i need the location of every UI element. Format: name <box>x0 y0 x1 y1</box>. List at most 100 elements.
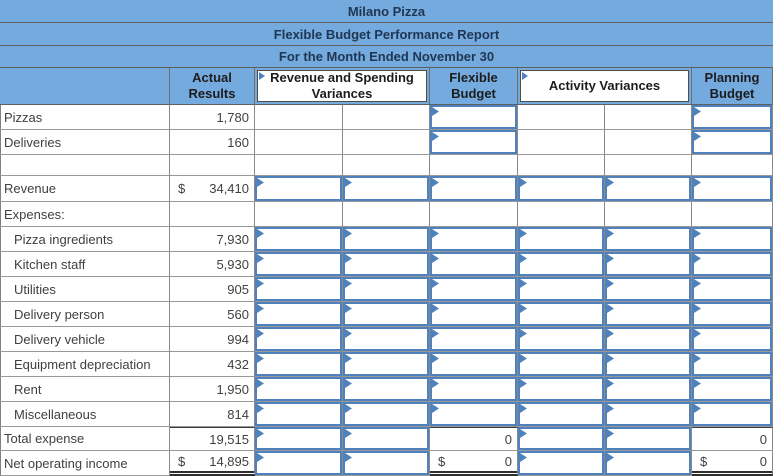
answer-input-rsv1-miscellaneous[interactable] <box>255 402 343 427</box>
answer-flag-icon <box>432 279 439 288</box>
answer-input-av1-total-expense[interactable] <box>518 427 605 451</box>
answer-input-rsv1-kitchen-staff[interactable] <box>255 252 343 277</box>
answer-input-flexible-delivery-person[interactable] <box>430 302 518 327</box>
row-label-blank <box>0 155 170 176</box>
answer-input-flexible-delivery-vehicle[interactable] <box>430 327 518 352</box>
answer-input-planning-rent[interactable] <box>692 377 773 402</box>
answer-input-rsv1-delivery-person[interactable] <box>255 302 343 327</box>
answer-flag-icon <box>522 72 528 80</box>
answer-input-av1-equipment-depreciation[interactable] <box>518 352 605 377</box>
answer-input-planning-delivery-person[interactable] <box>692 302 773 327</box>
answer-input-flexible-pizza-ingredients[interactable] <box>430 227 518 252</box>
answer-input-planning-kitchen-staff[interactable] <box>692 252 773 277</box>
answer-input-flexible-revenue[interactable] <box>430 176 518 202</box>
answer-input-av2-equipment-depreciation[interactable] <box>605 352 692 377</box>
answer-input-av1-kitchen-staff[interactable] <box>518 252 605 277</box>
row-label-total-expense: Total expense <box>0 427 170 451</box>
answer-flag-icon <box>257 404 264 413</box>
currency-symbol: $ <box>438 453 446 469</box>
answer-input-planning-utilities[interactable] <box>692 277 773 302</box>
answer-input-rsv1-net-operating-income[interactable] <box>255 451 343 476</box>
col-header-rsv-label: Revenue and Spending Variances <box>270 70 414 101</box>
answer-flag-icon <box>607 329 614 338</box>
answer-input-flexible-miscellaneous[interactable] <box>430 402 518 427</box>
answer-input-planning-delivery-vehicle[interactable] <box>692 327 773 352</box>
empty-cell <box>343 105 430 130</box>
answer-input-av2-kitchen-staff[interactable] <box>605 252 692 277</box>
answer-input-av2-revenue[interactable] <box>605 176 692 202</box>
empty-cell <box>605 202 692 227</box>
answer-flag-icon <box>607 279 614 288</box>
answer-input-rsv2-rent[interactable] <box>343 377 430 402</box>
answer-input-rsv2-miscellaneous[interactable] <box>343 402 430 427</box>
actual-deliveries: 160 <box>170 130 255 155</box>
answer-input-flexible-kitchen-staff[interactable] <box>430 252 518 277</box>
answer-input-av1-delivery-vehicle[interactable] <box>518 327 605 352</box>
answer-input-planning-pizza-ingredients[interactable] <box>692 227 773 252</box>
answer-flag-icon <box>259 72 265 80</box>
answer-input-rsv1-pizza-ingredients[interactable] <box>255 227 343 252</box>
answer-input-av2-miscellaneous[interactable] <box>605 402 692 427</box>
answer-input-av1-rent[interactable] <box>518 377 605 402</box>
answer-input-rsv2-equipment-depreciation[interactable] <box>343 352 430 377</box>
answer-flag-icon <box>607 453 614 462</box>
answer-input-av1-net-operating-income[interactable] <box>518 451 605 476</box>
empty-cell <box>605 105 692 130</box>
empty-cell <box>518 105 605 130</box>
answer-input-av2-utilities[interactable] <box>605 277 692 302</box>
answer-input-av2-pizza-ingredients[interactable] <box>605 227 692 252</box>
answer-input-flexible-deliveries[interactable] <box>430 130 518 155</box>
answer-input-rsv2-delivery-person[interactable] <box>343 302 430 327</box>
answer-input-av2-net-operating-income[interactable] <box>605 451 692 476</box>
answer-input-flexible-utilities[interactable] <box>430 277 518 302</box>
answer-input-planning-revenue[interactable] <box>692 176 773 202</box>
answer-input-rsv1-total-expense[interactable] <box>255 427 343 451</box>
col-header-planning-budget: Planning Budget <box>692 68 773 105</box>
answer-input-rsv1-rent[interactable] <box>255 377 343 402</box>
empty-cell <box>170 155 255 176</box>
answer-input-av2-total-expense[interactable] <box>605 427 692 451</box>
actual-rent: 1,950 <box>170 377 255 402</box>
answer-input-rsv2-delivery-vehicle[interactable] <box>343 327 430 352</box>
answer-flag-icon <box>432 404 439 413</box>
answer-input-rsv2-kitchen-staff[interactable] <box>343 252 430 277</box>
answer-input-av2-delivery-vehicle[interactable] <box>605 327 692 352</box>
answer-input-rsv1-revenue[interactable] <box>255 176 343 202</box>
answer-input-flexible-rent[interactable] <box>430 377 518 402</box>
answer-flag-icon <box>257 304 264 313</box>
answer-input-rsv1-delivery-vehicle[interactable] <box>255 327 343 352</box>
answer-input-av1-delivery-person[interactable] <box>518 302 605 327</box>
answer-input-planning-deliveries[interactable] <box>692 130 773 155</box>
actual-noi-value: 14,895 <box>209 453 249 469</box>
answer-input-rsv1-utilities[interactable] <box>255 277 343 302</box>
col-header-revenue-spending-variances[interactable]: Revenue and Spending Variances <box>257 70 427 102</box>
actual-miscellaneous: 814 <box>170 402 255 427</box>
answer-input-rsv2-pizza-ingredients[interactable] <box>343 227 430 252</box>
answer-input-av1-pizza-ingredients[interactable] <box>518 227 605 252</box>
answer-input-av2-delivery-person[interactable] <box>605 302 692 327</box>
answer-input-rsv2-revenue[interactable] <box>343 176 430 202</box>
answer-input-rsv2-total-expense[interactable] <box>343 427 430 451</box>
answer-input-rsv2-net-operating-income[interactable] <box>343 451 430 476</box>
empty-cell <box>430 202 518 227</box>
answer-flag-icon <box>257 329 264 338</box>
answer-flag-icon <box>520 354 527 363</box>
empty-cell <box>518 202 605 227</box>
answer-flag-icon <box>607 229 614 238</box>
answer-flag-icon <box>694 132 701 141</box>
answer-input-planning-pizzas[interactable] <box>692 105 773 130</box>
answer-input-flexible-pizzas[interactable] <box>430 105 518 130</box>
answer-input-rsv2-utilities[interactable] <box>343 277 430 302</box>
answer-input-rsv1-equipment-depreciation[interactable] <box>255 352 343 377</box>
empty-cell <box>255 105 343 130</box>
row-label-pizza-ingredients: Pizza ingredients <box>0 227 170 252</box>
answer-input-planning-equipment-depreciation[interactable] <box>692 352 773 377</box>
answer-input-flexible-equipment-depreciation[interactable] <box>430 352 518 377</box>
col-header-activity-variances[interactable]: Activity Variances <box>520 70 689 102</box>
answer-input-av1-utilities[interactable] <box>518 277 605 302</box>
answer-input-av1-revenue[interactable] <box>518 176 605 202</box>
answer-flag-icon <box>257 229 264 238</box>
answer-input-planning-miscellaneous[interactable] <box>692 402 773 427</box>
answer-input-av2-rent[interactable] <box>605 377 692 402</box>
answer-input-av1-miscellaneous[interactable] <box>518 402 605 427</box>
